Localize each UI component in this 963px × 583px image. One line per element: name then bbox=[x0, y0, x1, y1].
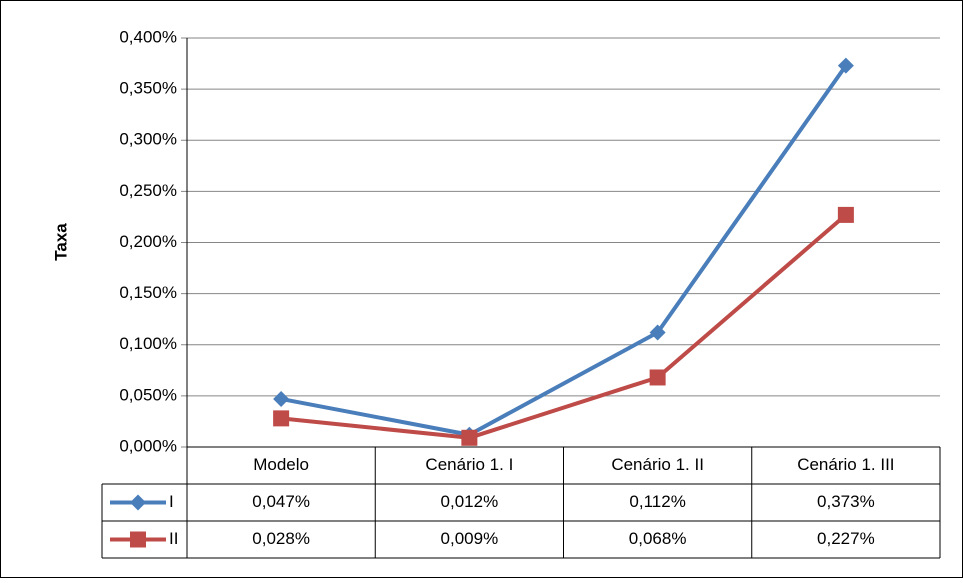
y-axis-title: Taxa bbox=[51, 223, 70, 261]
y-tick-label: 0,200% bbox=[119, 232, 177, 251]
legend-label: I bbox=[169, 492, 174, 511]
y-tick-label: 0,000% bbox=[119, 436, 177, 455]
data-point bbox=[837, 57, 854, 74]
value-label: 0,047% bbox=[252, 492, 310, 511]
value-label: 0,112% bbox=[629, 492, 685, 511]
data-point bbox=[649, 324, 666, 341]
y-tick-label: 0,350% bbox=[119, 79, 177, 98]
series-line bbox=[280, 64, 848, 437]
series-line bbox=[280, 213, 848, 440]
y-tick-label: 0,100% bbox=[119, 334, 177, 353]
value-label: 0,009% bbox=[441, 529, 499, 548]
data-point bbox=[461, 429, 478, 446]
category-label: Cenário 1. III bbox=[797, 455, 894, 474]
y-tick-label: 0,250% bbox=[119, 181, 177, 200]
data-point bbox=[273, 390, 290, 407]
category-label: Cenário 1. I bbox=[425, 455, 513, 474]
value-label: 0,028% bbox=[252, 529, 310, 548]
category-label: Modelo bbox=[253, 455, 309, 474]
value-label: 0,227% bbox=[817, 529, 875, 548]
category-label: Cenário 1. II bbox=[611, 455, 704, 474]
legend-marker bbox=[130, 494, 146, 511]
data-point bbox=[273, 410, 290, 427]
legend-label: II bbox=[169, 529, 178, 548]
data-point bbox=[837, 206, 854, 223]
value-label: 0,068% bbox=[629, 529, 687, 548]
data-point bbox=[649, 369, 666, 386]
value-label: 0,373% bbox=[817, 492, 875, 511]
y-tick-label: 0,400% bbox=[119, 27, 177, 46]
value-label: 0,012% bbox=[441, 492, 499, 511]
y-tick-label: 0,300% bbox=[119, 130, 177, 149]
y-tick-label: 0,050% bbox=[119, 385, 177, 404]
y-tick-label: 0,150% bbox=[119, 283, 177, 302]
legend-marker bbox=[130, 531, 146, 548]
